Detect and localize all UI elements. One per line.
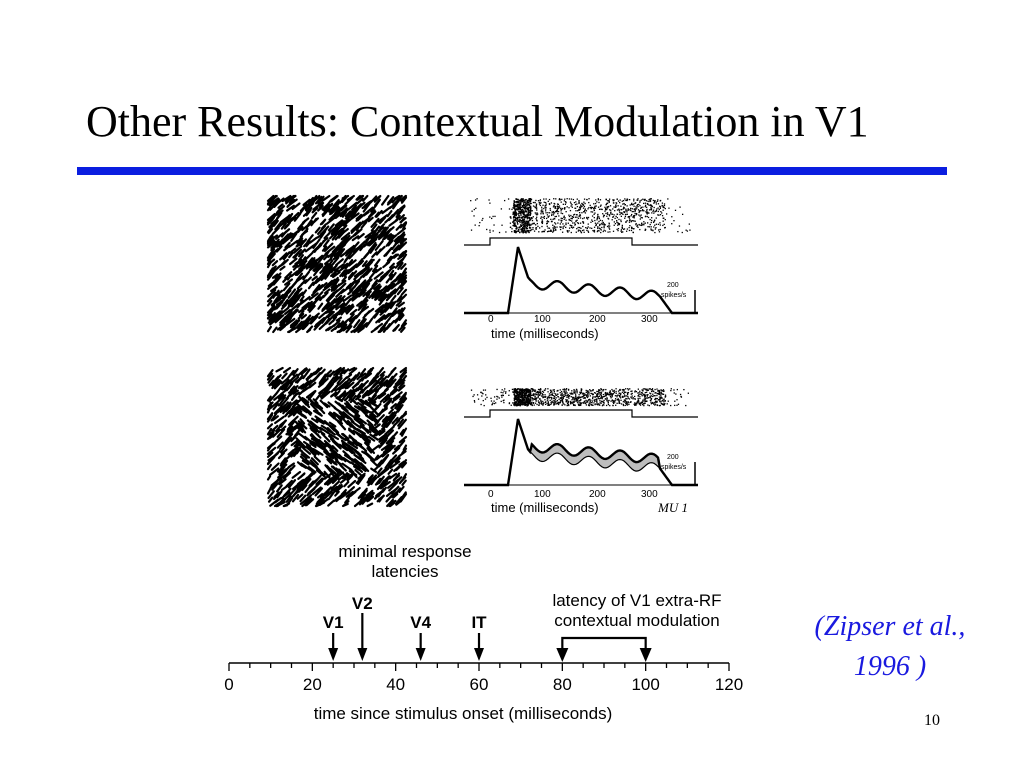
bracket-arrow-start bbox=[556, 648, 569, 662]
raster-top bbox=[470, 198, 691, 234]
scale-value-bottom: 200 bbox=[667, 454, 679, 461]
psth-tick-bottom-300: 300 bbox=[641, 489, 658, 500]
latency-header-line1: minimal response bbox=[338, 542, 471, 561]
psth-curve-figure bbox=[464, 418, 698, 487]
stimulus-timing-trace-bottom bbox=[464, 409, 698, 418]
latency-arrows bbox=[328, 613, 484, 661]
arrow-head-v4 bbox=[415, 648, 426, 661]
citation-line2: 1996 ) bbox=[853, 651, 927, 682]
psth-xlabel-top: time (milliseconds) bbox=[491, 326, 599, 341]
psth-tick-top-100: 100 bbox=[534, 314, 551, 325]
scale-unit-bottom: spikes/s bbox=[661, 464, 687, 471]
extra-rf-label-line2: contextual modulation bbox=[554, 611, 719, 630]
axis-tick-label-20: 20 bbox=[303, 675, 322, 694]
title-underline bbox=[77, 167, 947, 175]
raster-bottom bbox=[470, 388, 690, 407]
scale-value-top: 200 bbox=[667, 282, 679, 289]
psth-xlabel-bottom: time (milliseconds) bbox=[491, 500, 599, 515]
citation-line1: (Zipser et al., bbox=[814, 611, 966, 642]
extra-rf-label-line1: latency of V1 extra-RF bbox=[552, 591, 721, 610]
stimulus-timing-trace-top bbox=[464, 237, 698, 246]
arrow-head-it bbox=[474, 648, 484, 661]
page-number: 10 bbox=[924, 712, 940, 729]
slide-title: Other Results: Contextual Modulation in … bbox=[86, 97, 869, 146]
time-axis-ticks bbox=[228, 663, 730, 671]
scale-unit-top: spikes/s bbox=[661, 292, 687, 299]
latency-header-line2: latencies bbox=[371, 562, 438, 581]
psth-tick-top-0: 0 bbox=[488, 314, 494, 325]
citation: (Zipser et al., 1996 ) bbox=[790, 607, 990, 687]
bracket-line bbox=[561, 636, 647, 652]
extra-rf-bracket bbox=[556, 636, 652, 662]
axis-tick-label-120: 120 bbox=[715, 675, 743, 694]
psth-bottom-panel: 200 spikes/s 0 100 200 300 time (millise… bbox=[464, 388, 698, 515]
arrow-head-v2 bbox=[357, 648, 368, 661]
texture-uniform-lines bbox=[266, 194, 408, 334]
arrow-head-v1 bbox=[328, 648, 339, 661]
texture-figure-lines bbox=[266, 366, 408, 508]
psth-tick-bottom-200: 200 bbox=[589, 489, 606, 500]
axis-tick-label-0: 0 bbox=[224, 675, 233, 694]
area-label-v2: V2 bbox=[352, 594, 373, 613]
psth-tick-top-300: 300 bbox=[641, 314, 658, 325]
area-label-v1: V1 bbox=[323, 613, 344, 632]
psth-top-panel: 200 spikes/s 0 100 200 300 time (millise… bbox=[464, 198, 698, 341]
axis-tick-label-80: 80 bbox=[553, 675, 572, 694]
axis-tick-label-100: 100 bbox=[631, 675, 659, 694]
bracket-arrow-end bbox=[639, 648, 652, 662]
unit-label: MU 1 bbox=[657, 500, 688, 515]
area-label-v4: V4 bbox=[410, 613, 431, 632]
axis-tick-label-40: 40 bbox=[386, 675, 405, 694]
latency-timeline: minimal response latencies V1 V2 V4 IT l… bbox=[224, 542, 743, 723]
axis-tick-label-60: 60 bbox=[470, 675, 489, 694]
psth-tick-bottom-0: 0 bbox=[488, 489, 494, 500]
psth-tick-top-200: 200 bbox=[589, 314, 606, 325]
psth-curve-top bbox=[464, 246, 698, 315]
time-axis-label: time since stimulus onset (milliseconds) bbox=[314, 704, 613, 723]
area-label-it: IT bbox=[471, 613, 487, 632]
time-axis-labels: 0 20 40 60 80 100 120 bbox=[224, 675, 743, 694]
psth-tick-bottom-100: 100 bbox=[534, 489, 551, 500]
